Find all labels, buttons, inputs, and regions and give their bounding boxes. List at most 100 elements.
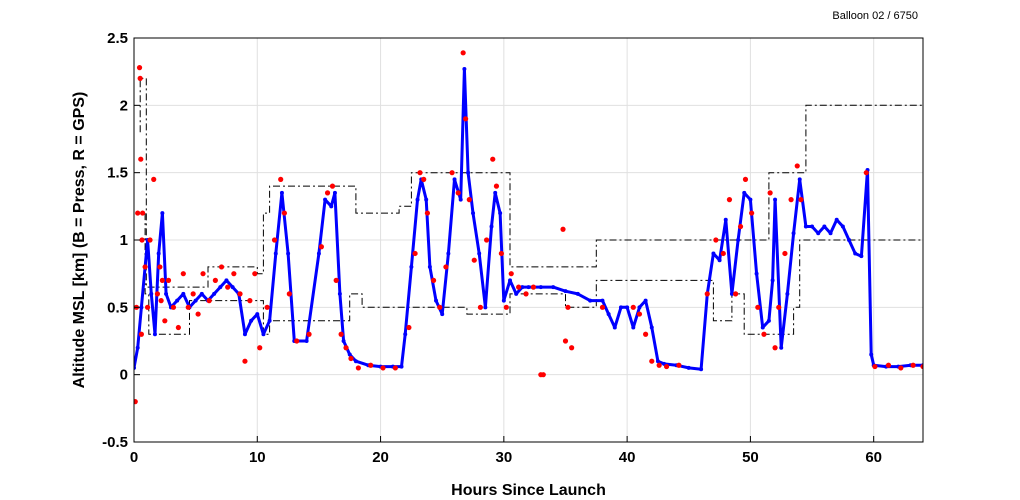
gps-point — [252, 271, 258, 277]
pressure-point — [631, 325, 636, 330]
gps-point — [225, 284, 231, 290]
gps-point — [157, 264, 163, 270]
gps-point — [562, 338, 569, 344]
pressure-point — [458, 197, 463, 202]
gps-point — [503, 304, 509, 310]
gps-point — [466, 197, 472, 203]
x-tick-label: 30 — [496, 449, 513, 466]
pressure-point — [286, 251, 291, 256]
pressure-point — [267, 318, 272, 323]
gps-point — [138, 331, 144, 337]
pressure-point — [770, 278, 775, 283]
series-limits-upper — [139, 77, 923, 288]
pressure-point — [279, 190, 284, 195]
gps-point — [749, 210, 755, 216]
pressure-point — [625, 305, 630, 310]
gps-point — [455, 190, 461, 196]
gps-point — [643, 331, 649, 337]
gps-point — [767, 190, 773, 196]
pressure-point — [514, 291, 519, 296]
pressure-point — [427, 264, 432, 269]
gps-point — [885, 362, 892, 368]
pressure-point — [164, 291, 169, 296]
gps-point — [286, 291, 292, 297]
y-tick-label: 2 — [120, 97, 128, 114]
pressure-point — [791, 231, 796, 236]
pressure-point — [840, 224, 845, 229]
gps-point — [306, 331, 312, 337]
pressure-point — [643, 298, 648, 303]
gps-point — [343, 345, 349, 351]
gps-point — [278, 176, 284, 182]
pressure-point — [869, 352, 874, 357]
gps-point — [247, 298, 253, 304]
gps-point — [237, 291, 243, 297]
pressure-point — [452, 177, 457, 182]
corner-label: Balloon 02 / 6750 — [832, 10, 918, 22]
pressure-point — [399, 364, 404, 369]
x-tick-label: 0 — [130, 449, 138, 466]
pressure-point — [606, 312, 611, 317]
gps-point — [776, 304, 782, 310]
gps-point — [794, 163, 800, 169]
gps-point — [910, 362, 916, 368]
pressure-point — [152, 332, 157, 337]
pressure-point — [797, 177, 802, 182]
y-tick-label: 2.5 — [107, 30, 128, 47]
pressure-point — [773, 197, 778, 202]
x-tick-label: 40 — [619, 449, 636, 466]
limit-line-limits-upper — [139, 77, 923, 288]
pressure-point — [434, 298, 439, 303]
pressure-point — [551, 285, 556, 290]
gps-point — [136, 65, 143, 71]
x-tick-label: 50 — [742, 449, 759, 466]
gps-point — [338, 331, 344, 337]
gps-point — [649, 358, 655, 364]
pressure-point — [600, 298, 605, 303]
pressure-point — [498, 211, 503, 216]
pressure-point — [341, 339, 346, 343]
gps-point — [720, 250, 726, 257]
gps-point — [530, 284, 537, 290]
gps-point — [483, 237, 490, 243]
gps-point — [218, 264, 225, 270]
pressure-point — [828, 231, 833, 236]
gps-point — [755, 304, 761, 310]
gps-point — [200, 271, 206, 277]
pressure-point — [304, 339, 309, 343]
pressure-point — [618, 305, 623, 310]
gps-point — [348, 355, 354, 362]
pressure-point — [440, 312, 445, 317]
gps-point — [144, 304, 151, 310]
pressure-point — [409, 264, 414, 269]
pressure-point — [353, 359, 358, 364]
gps-point — [477, 304, 484, 310]
pressure-point — [575, 291, 580, 296]
pressure-point — [711, 251, 716, 256]
pressure-point — [493, 190, 498, 195]
gps-point — [742, 176, 749, 182]
gps-point — [154, 291, 161, 297]
gps-point — [761, 331, 767, 337]
y-tick-label: 0.5 — [107, 299, 128, 316]
gps-point — [212, 277, 218, 283]
pressure-point — [847, 238, 852, 242]
pressure-point — [230, 285, 235, 290]
gps-point — [430, 277, 437, 283]
gps-point — [180, 271, 186, 277]
gps-point — [676, 362, 682, 368]
gps-point — [872, 363, 878, 370]
pressure-point — [249, 318, 254, 323]
gps-point — [355, 365, 361, 371]
pressure-point — [526, 285, 531, 290]
gps-point — [242, 358, 248, 364]
gps-point — [540, 372, 546, 378]
gps-point — [147, 237, 153, 243]
pressure-line — [134, 67, 923, 371]
gps-point — [271, 237, 278, 243]
pressure-point — [212, 291, 217, 296]
pressure-point — [729, 291, 734, 296]
gps-point — [737, 223, 744, 230]
gps-point — [772, 345, 778, 351]
x-axis-label: Hours Since Launch — [451, 482, 606, 499]
